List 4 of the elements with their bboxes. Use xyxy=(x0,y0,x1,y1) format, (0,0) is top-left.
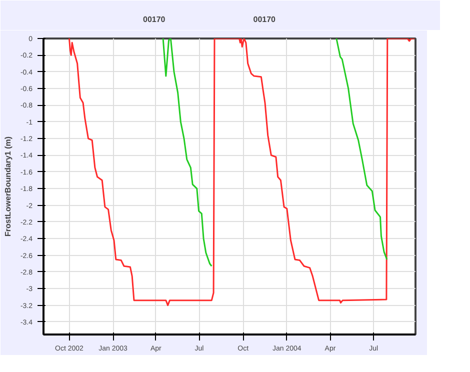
line-series xyxy=(68,38,416,306)
text: 00170 xyxy=(253,15,276,24)
series-label: 00170 xyxy=(143,15,166,24)
y-axis-title: FrostLowerBoundary1 (m) xyxy=(3,136,12,237)
